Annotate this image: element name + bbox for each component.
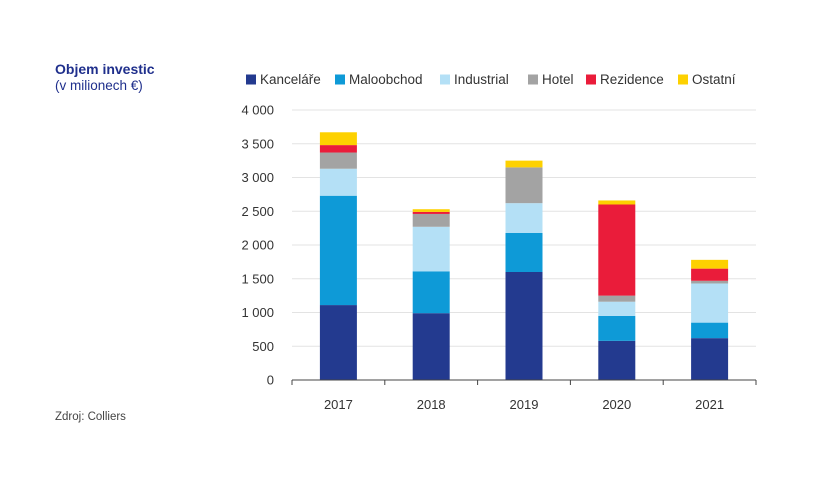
y-tick-label: 2 500 — [241, 204, 274, 219]
legend-label: Kanceláře — [260, 72, 321, 87]
chart-title: Objem investic — [55, 61, 155, 77]
bar-segment — [598, 315, 636, 341]
chart-subtitle: (v milionech €) — [55, 78, 143, 93]
legend-swatch — [678, 74, 688, 85]
x-tick-label: 2021 — [695, 397, 724, 412]
y-tick-label: 1 000 — [241, 305, 274, 320]
y-tick-label: 500 — [252, 339, 274, 354]
legend-swatch — [528, 74, 538, 85]
bar-segment — [412, 313, 450, 380]
x-tick-label: 2020 — [602, 397, 631, 412]
legend-swatch — [586, 74, 596, 85]
bar-segment — [412, 213, 450, 227]
bar-segment — [505, 167, 543, 204]
bar-segment — [319, 152, 357, 169]
bar-segment — [319, 145, 357, 153]
bar-segment — [319, 168, 357, 196]
bar-segment — [598, 295, 636, 302]
bar-segment — [412, 271, 450, 314]
legend-swatch — [246, 74, 256, 85]
bar-segment — [598, 204, 636, 296]
x-tick-label: 2017 — [324, 397, 353, 412]
bar-segment — [505, 232, 543, 272]
y-tick-label: 2 000 — [241, 238, 274, 253]
y-tick-label: 3 000 — [241, 170, 274, 185]
x-axis: 2017 2018 2019 2020 2021 — [291, 379, 757, 412]
legend-swatch — [335, 74, 345, 85]
bar-segment — [412, 209, 450, 212]
bar-segment — [505, 160, 543, 168]
bar-segment — [505, 272, 543, 380]
legend-label: Industrial — [454, 72, 509, 87]
bar-segment — [691, 280, 729, 284]
bar-segment — [598, 301, 636, 316]
legend-swatch — [440, 74, 450, 85]
legend-label: Hotel — [542, 72, 574, 87]
y-tick-label: 1 500 — [241, 271, 274, 286]
bar-segment — [691, 259, 729, 269]
bar-segment — [505, 203, 543, 233]
bar-segment — [691, 322, 729, 339]
bar-segment — [319, 305, 357, 380]
source-note: Zdroj: Colliers — [55, 411, 126, 423]
gridlines — [292, 109, 756, 347]
y-tick-label: 4 000 — [241, 103, 274, 118]
bar-segment — [598, 340, 636, 380]
bar-segment — [691, 338, 729, 380]
bar-segment — [598, 200, 636, 205]
bar-segment — [691, 283, 729, 323]
bars — [319, 132, 729, 380]
bar-segment — [412, 226, 450, 272]
legend-label: Ostatní — [692, 72, 736, 87]
y-tick-label: 3 500 — [241, 136, 274, 151]
legend-label: Maloobchod — [349, 72, 423, 87]
y-tick-label: 0 — [267, 373, 274, 388]
x-tick-label: 2018 — [417, 397, 446, 412]
legend: Kanceláře Maloobchod Industrial Hotel Rezide… — [246, 72, 736, 87]
bar-segment — [319, 195, 357, 306]
legend-label: Rezidence — [600, 72, 664, 87]
bar-segment — [691, 268, 729, 281]
bar-segment — [412, 211, 450, 214]
x-tick-label: 2019 — [510, 397, 539, 412]
y-axis: 0 500 1 000 1 500 2 000 2 500 3 000 3 500 4 000 — [241, 103, 274, 388]
bar-segment — [319, 132, 357, 146]
